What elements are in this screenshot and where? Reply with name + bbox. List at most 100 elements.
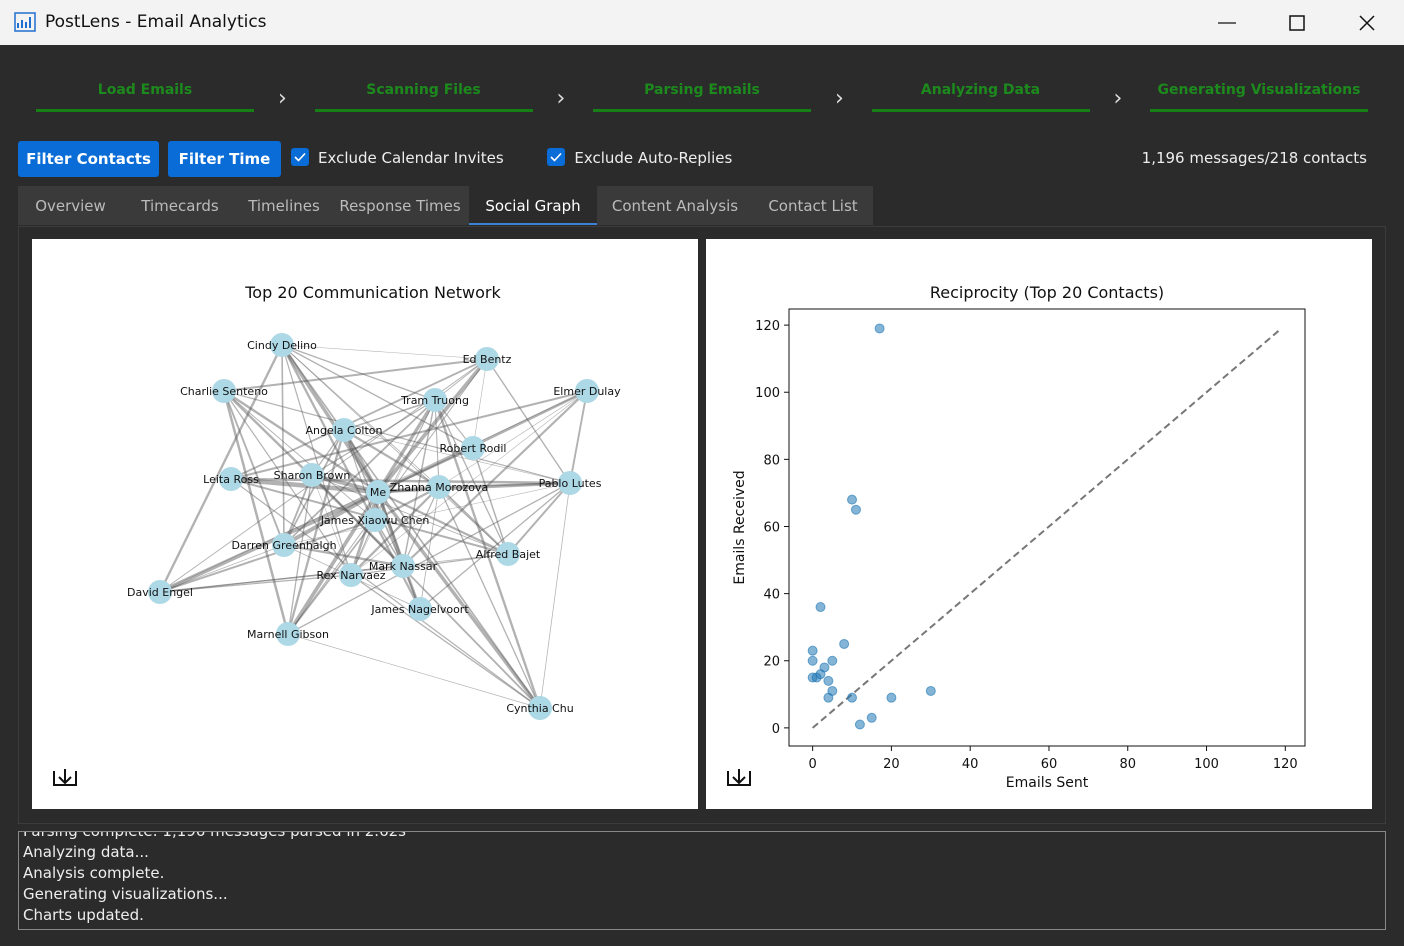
log-line: Parsing complete: 1,196 messages parsed … [23,831,406,840]
network-edge [287,519,376,635]
x-tick-label: 100 [1194,757,1219,772]
node-label: Sharon Brown [274,469,351,482]
window-controls[interactable] [1210,10,1390,36]
scatter-point [847,692,858,703]
filter-button[interactable]: Filter Contacts [18,141,159,177]
log-panel: Parsing complete: 1,196 messages parsed … [18,831,1386,930]
tab[interactable]: Timelines [237,186,332,225]
network-node [408,597,432,621]
tab[interactable]: Contact List [753,186,874,225]
step-label: Generating Visualizations [1150,79,1368,112]
network-edge [419,482,571,610]
network-node [528,696,552,720]
network-node [423,388,447,412]
network-edge [434,399,509,555]
log-line: Analyzing data... [23,843,149,861]
scatter-point [827,655,838,666]
filter-button[interactable]: Filter Time [168,141,281,177]
scatter-point [886,692,897,703]
node-label: Robert Rodil [440,442,507,455]
network-edge [230,478,541,709]
network-edge [376,491,422,610]
network-edge [438,390,588,488]
scatter-point [807,645,818,656]
network-edge [281,344,474,449]
network-node [558,471,582,495]
network-edge [350,390,588,576]
network-edge [434,399,440,488]
chart-title: Reciprocity (Top 20 Contacts) [930,283,1164,302]
log-line: Analysis complete. [23,864,165,882]
network-edge [376,490,542,710]
x-axis-label: Emails Sent [1006,775,1089,791]
checkbox-label[interactable]: Exclude Calendar Invites [318,149,504,167]
network-edge [311,399,436,476]
download-icon[interactable] [53,769,77,786]
node-label: Charlie Senteno [180,385,268,398]
download-icon[interactable] [727,769,751,786]
network-edge [569,390,588,484]
node-label: Zhanna Morozova [390,481,488,494]
y-tick-label: 20 [763,655,780,670]
tab[interactable]: Content Analysis [597,186,754,225]
network-node [276,622,300,646]
scatter-point [874,323,885,334]
network-edge [230,358,488,480]
network-edge [402,486,440,567]
network-edge [159,519,376,593]
y-tick-label: 120 [755,319,780,334]
network-node [270,333,294,357]
network-edge [343,429,571,484]
network-edge [283,543,404,568]
y-tick-label: 40 [763,588,780,603]
scatter-point [811,672,822,683]
network-edge [438,486,541,709]
checkbox[interactable] [291,148,309,166]
network-edge [438,486,509,555]
y-tick-label: 60 [763,520,780,535]
check-mark [550,152,562,162]
scatter-point [925,685,936,696]
network-edge [281,344,541,709]
scatter-point [854,719,865,730]
network-edge [281,344,285,546]
network-edge [376,399,437,493]
node-label: Angela Colton [305,424,382,437]
y-tick-label: 80 [763,453,780,468]
step-label: Load Emails [36,79,254,112]
x-tick-label: 0 [808,757,816,772]
network-edge [283,482,571,546]
tab[interactable]: Response Times [331,186,470,225]
network-edge [286,491,380,635]
network-edge [280,344,380,493]
network-edge [343,429,440,488]
network-edge [377,490,509,556]
checkbox-label[interactable]: Exclude Auto-Replies [574,149,733,167]
tab[interactable]: Social Graph [469,186,598,225]
network-edge [159,565,404,593]
network-edge [230,477,571,485]
network-edge [539,482,571,709]
checkbox[interactable] [547,148,566,166]
network-node [300,463,324,487]
x-tick-label: 60 [1041,757,1058,772]
network-edge [159,574,352,593]
network-edge [287,482,571,635]
network-node [461,436,485,460]
tab[interactable]: Overview [18,186,124,225]
network-edge [230,389,588,481]
network-edge [283,490,379,547]
network-edge [281,344,352,576]
network-edge [507,482,571,555]
network-edge [223,357,488,393]
node-label: Rex Narvaez [316,569,385,582]
network-edge [343,399,436,431]
network-chart: Top 20 Communication Network Me Cindy Deli… [32,239,698,809]
node-label: Darren Greenhalgh [231,539,336,552]
step-label: Parsing Emails [593,79,811,112]
tab[interactable]: Timecards [123,186,238,225]
log-line: Charts updated. [23,906,144,924]
x-tick-label: 120 [1273,757,1298,772]
scatter-point [815,602,826,613]
